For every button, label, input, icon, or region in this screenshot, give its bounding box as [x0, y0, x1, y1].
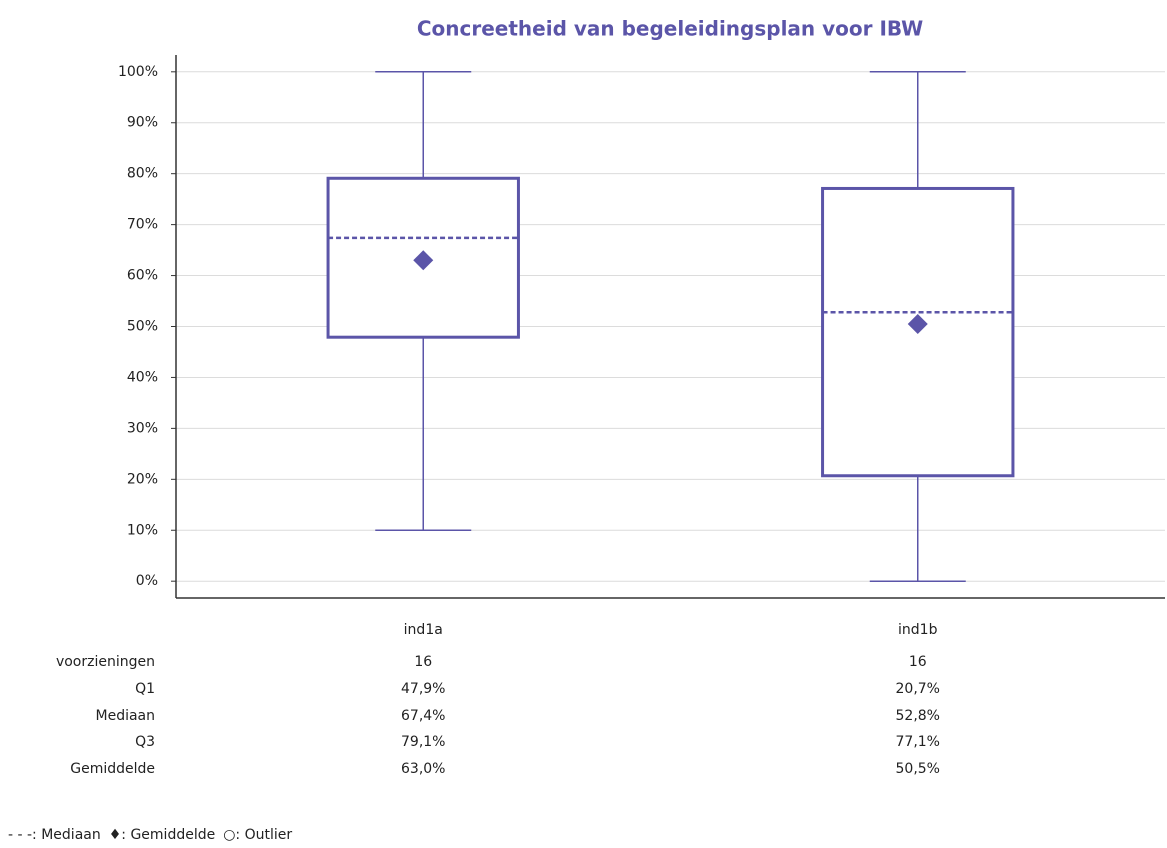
mean-marker: [907, 313, 928, 334]
stat-value: 67,4%: [401, 708, 445, 724]
y-tick-label: 70%: [127, 217, 158, 233]
mean-marker: [413, 250, 434, 271]
y-tick-label: 50%: [127, 319, 158, 335]
stat-value: 50,5%: [896, 761, 940, 777]
stat-value: 77,1%: [896, 734, 940, 750]
y-tick-label: 100%: [118, 64, 158, 80]
stat-value: 16: [909, 654, 927, 670]
chart-title: Concreetheid van begeleidingsplan voor I…: [417, 17, 923, 41]
stat-value: 20,7%: [896, 681, 940, 697]
stat-label: Gemiddelde: [70, 761, 155, 777]
legend-item: ○: Outlier: [223, 827, 292, 843]
x-tick-label: ind1a: [404, 622, 443, 638]
x-tick-label: ind1b: [898, 622, 938, 638]
y-tick-label: 0%: [136, 573, 158, 589]
legend-item: ♦: Gemiddelde: [109, 827, 215, 843]
y-tick-label: 40%: [127, 369, 158, 385]
stat-label: Q1: [135, 681, 155, 697]
stat-value: 63,0%: [401, 761, 445, 777]
y-tick-label: 10%: [127, 522, 158, 538]
y-tick-label: 80%: [127, 166, 158, 182]
y-tick-label: 20%: [127, 471, 158, 487]
legend-item: - - -: Mediaan: [8, 827, 101, 843]
stat-value: 16: [414, 654, 432, 670]
stat-label: voorzieningen: [56, 654, 155, 670]
y-tick-label: 90%: [127, 115, 158, 131]
y-tick-label: 30%: [127, 420, 158, 436]
stat-label: Q3: [135, 734, 155, 750]
stat-label: Mediaan: [96, 708, 156, 724]
stat-value: 47,9%: [401, 681, 445, 697]
stat-value: 52,8%: [896, 708, 940, 724]
stat-value: 79,1%: [401, 734, 445, 750]
y-tick-label: 60%: [127, 268, 158, 284]
